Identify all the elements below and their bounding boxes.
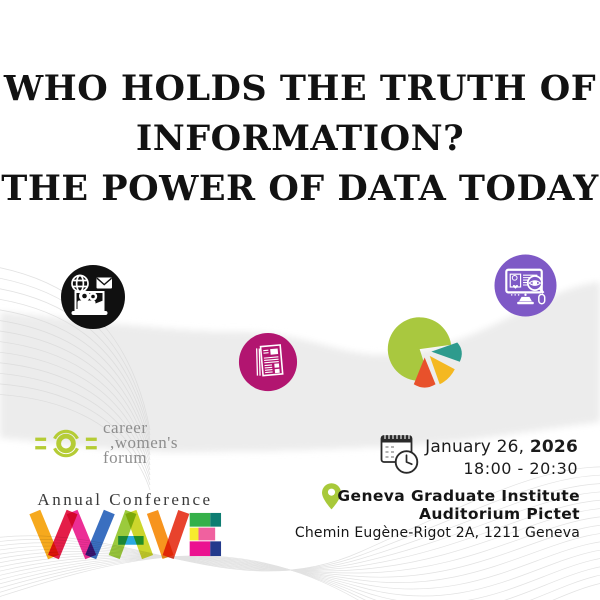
event-time: 18:00 - 20:30 (463, 459, 578, 478)
event-date-year: 2026 (529, 437, 578, 457)
event-date: January 26, 2026 (425, 437, 578, 457)
media-icon (61, 265, 125, 329)
conference-label: Annual Conference (37, 490, 213, 509)
event-title: WHO HOLDS THE TRUTH OF INFORMATION? THE … (0, 64, 600, 214)
venue-address: Chemin Eugène-Rigot 2A, 1211 Geneva (294, 525, 580, 541)
newspaper-icon (238, 332, 298, 392)
video-camera-icon (77, 290, 103, 312)
title-line-2: INFORMATION? (135, 118, 465, 159)
cwf-line-2: ,women's (110, 433, 178, 452)
envelope-icon (96, 277, 113, 289)
venue-room: Auditorium Pictet (418, 504, 580, 523)
heart-icon (512, 285, 518, 289)
location-pin-icon (322, 483, 341, 510)
event-date-day: January 26, (425, 437, 530, 457)
cwf-logo-text: career ,women's forum (103, 418, 178, 467)
pie-slice-green (387, 317, 452, 381)
pie-slice-red (413, 357, 436, 388)
date-time-block: January 26, 2026 18:00 - 20:30 (425, 437, 578, 478)
cwf-line-1: career (103, 418, 148, 437)
title-line-1: WHO HOLDS THE TRUTH OF (3, 68, 597, 109)
venue-name: Geneva Graduate Institute (337, 487, 580, 505)
venue-block: Geneva Graduate Institute Auditorium Pic… (294, 487, 580, 541)
title-line-3: THE POWER OF DATA TODAY (1, 168, 599, 209)
eye-icon (528, 280, 542, 286)
wave-wordmark (29, 509, 222, 560)
gray-wave-band (0, 282, 600, 452)
cwf-line-3: forum (103, 448, 148, 467)
pie-slice-teal (431, 342, 462, 362)
calendar-clock-icon (380, 434, 419, 474)
wave-letter-e (189, 512, 222, 557)
pie-slice-yellow (429, 355, 455, 385)
pie-chart-icon (387, 317, 462, 388)
cwf-logo-symbol (35, 429, 97, 458)
monitor-analytics-icon (494, 254, 557, 317)
monitor-stand (510, 293, 546, 305)
